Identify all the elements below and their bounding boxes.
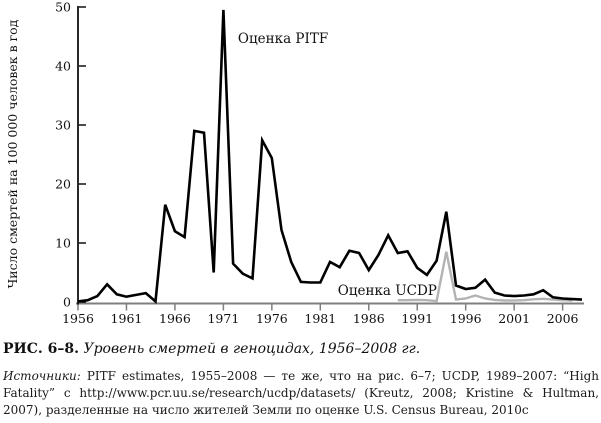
y-tick-label: 0 xyxy=(63,294,71,309)
x-tick-label: 1966 xyxy=(159,311,191,326)
genocide-deaths-chart: 1956 1961 1966 1971 1976 1981 1986 1991 1996 2001… xyxy=(5,0,584,326)
x-tick-label: 1976 xyxy=(256,311,288,326)
x-tick-label: 1971 xyxy=(207,311,239,326)
line-chart-canvas: 1956 1961 1966 1971 1976 1981 1986 1991 1996 2001… xyxy=(5,0,584,326)
y-tick-label: 50 xyxy=(55,0,71,14)
figure-sources: Источники: PITF estimates, 1955–2008 — т… xyxy=(3,368,599,419)
x-tick-label: 2001 xyxy=(498,311,530,326)
figure-caption: РИС. 6–8. Уровень смертей в геноцидах, 1… xyxy=(3,340,598,358)
x-tick-label: 1996 xyxy=(450,311,482,326)
y-tick-label: 20 xyxy=(55,176,71,191)
figure-caption-title: Уровень смертей в геноцидах, 1956–2008 г… xyxy=(83,341,421,357)
x-tick-label: 1961 xyxy=(111,311,143,326)
x-tick-label: 1986 xyxy=(353,311,385,326)
figure-caption-number: РИС. 6–8. xyxy=(3,341,80,357)
x-tick-label: 2006 xyxy=(547,311,579,326)
y-axis-title: Число смертей на 100 000 человек в год xyxy=(5,19,20,288)
pitf-label: Оценка PITF xyxy=(238,31,328,47)
y-tick-label: 40 xyxy=(55,58,71,73)
ucdp-line xyxy=(397,251,573,303)
figure-sources-text: PITF estimates, 1955–2008 — те же, что н… xyxy=(3,369,599,417)
figure-sources-label: Источники: xyxy=(3,369,81,383)
x-tick-label: 1956 xyxy=(62,311,94,326)
y-tick-label: 30 xyxy=(55,117,71,132)
pitf-line xyxy=(77,9,583,305)
x-tick-label: 1981 xyxy=(304,311,336,326)
ucdp-label: Оценка UCDP xyxy=(338,283,437,299)
x-tick-label: 1991 xyxy=(401,311,433,326)
y-tick-label: 10 xyxy=(55,235,71,250)
